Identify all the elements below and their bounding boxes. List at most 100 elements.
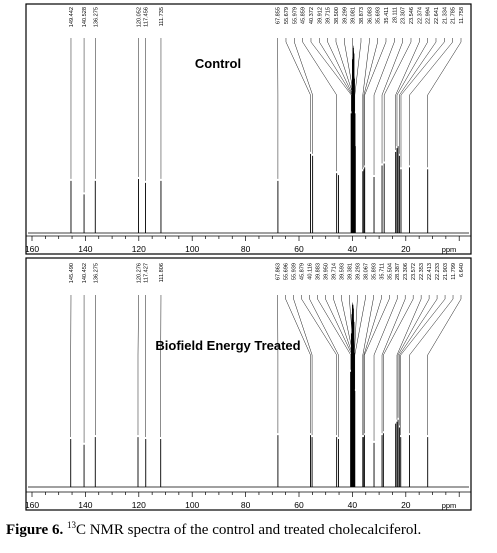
- peak-leader-line: [383, 295, 414, 432]
- peak-leader-line: [354, 38, 362, 112]
- peak-label: 36.083: [367, 7, 373, 24]
- peak-label: 35.711: [379, 263, 385, 280]
- peak-leader-line: [427, 38, 462, 168]
- peak-label: 22.374: [417, 7, 423, 24]
- panel-frame: [25, 3, 472, 255]
- peak-label: 21.334: [442, 7, 448, 24]
- peak-leader-line: [301, 295, 337, 436]
- x-tick-label: 20: [401, 244, 411, 254]
- peak-label: 23.307: [401, 7, 407, 24]
- peak-leader-line: [293, 295, 313, 436]
- peak-label: 22.994: [426, 7, 432, 24]
- peak-leader-line: [395, 38, 420, 150]
- peak-label: 55.939: [292, 263, 298, 280]
- x-tick-label: 100: [185, 500, 199, 510]
- peak-label: 11.758: [459, 7, 465, 24]
- peak-leader-line: [381, 295, 406, 434]
- peak-label: 117.456: [143, 7, 149, 27]
- peak-leader-line: [364, 295, 390, 434]
- isotope-superscript: 13: [66, 520, 76, 530]
- peak-label: 55.679: [284, 7, 290, 24]
- peak-label: 28.111: [392, 7, 398, 23]
- spectrum-panel-2: Biofield Energy Treated 145.490 140.452 136…: [25, 257, 472, 511]
- x-axis-unit: ppm: [442, 245, 457, 254]
- peak-label: 35.893: [371, 263, 377, 280]
- peak-label: 23.572: [411, 263, 417, 280]
- x-tick-label: 80: [241, 500, 251, 510]
- peak-leader-line: [352, 38, 355, 96]
- x-tick-label: 160: [25, 500, 39, 510]
- peak-leader-line: [302, 38, 337, 172]
- peak-label: 145.490: [69, 263, 75, 283]
- peak-leader-line: [310, 38, 352, 112]
- figure-label: Figure 6.: [6, 522, 64, 538]
- x-tick-label: 60: [294, 500, 304, 510]
- panel-title: Control: [195, 56, 241, 71]
- peak-label: 40.116: [308, 263, 314, 280]
- x-tick-label: 160: [25, 244, 39, 254]
- peak-label: 45.879: [300, 263, 306, 280]
- peak-label: 38.873: [359, 7, 365, 24]
- panel-frame: [25, 257, 472, 511]
- peak-leader-line: [397, 295, 430, 418]
- peak-label: 21.785: [451, 7, 457, 24]
- peak-leader-line: [317, 295, 352, 370]
- peak-label: 39.293: [355, 263, 361, 280]
- peak-leader-line: [294, 38, 313, 154]
- peak-leader-line: [285, 38, 311, 152]
- peak-label: 111.735: [159, 7, 165, 26]
- peak-label: 67.855: [276, 7, 282, 24]
- peak-leader-line: [396, 38, 428, 147]
- peak-label: 39.715: [326, 7, 332, 24]
- x-tick-label: 40: [348, 244, 358, 254]
- peak-label: 136.275: [93, 263, 99, 283]
- panel-title: Biofield Energy Treated: [155, 338, 300, 353]
- peak-label: 6.640: [459, 263, 465, 277]
- peak-leader-line: [409, 295, 454, 434]
- peak-leader-line: [349, 295, 354, 356]
- spectrum-panel-1: Control 149.442 140.528 136.275 120.052 117.4…: [25, 3, 472, 255]
- peak-label: 22.413: [427, 263, 433, 280]
- peak-label: 22.353: [419, 263, 425, 280]
- peak-leader-line: [396, 295, 422, 420]
- peak-label: 39.381: [347, 263, 353, 280]
- x-tick-label: 120: [132, 244, 146, 254]
- peak-label: 21.903: [443, 263, 449, 280]
- peak-label: 120.052: [137, 7, 143, 27]
- peak-leader-line: [399, 295, 438, 426]
- peak-label: 140.528: [82, 7, 88, 27]
- peak-label: 11.799: [451, 263, 457, 280]
- peak-label: 45.859: [301, 7, 307, 24]
- peak-label: 39.081: [351, 7, 357, 24]
- x-tick-label: 120: [132, 500, 146, 510]
- peak-label: 39.593: [339, 263, 345, 280]
- x-tick-label: 60: [294, 244, 304, 254]
- peak-leader-line: [319, 38, 353, 96]
- peak-leader-line: [362, 295, 374, 436]
- peak-leader-line: [325, 295, 353, 356]
- peak-label: 22.641: [434, 7, 440, 24]
- peak-leader-line: [333, 295, 353, 356]
- peak-leader-line: [373, 295, 398, 441]
- peak-leader-line: [400, 38, 445, 168]
- x-tick-label: 20: [401, 500, 411, 510]
- peak-label: 35.504: [387, 263, 393, 280]
- peak-label: 23.306: [403, 263, 409, 280]
- x-tick-label: 100: [185, 244, 199, 254]
- figure-caption: Figure 6. 13C NMR spectra of the control…: [6, 520, 494, 539]
- peak-leader-line: [364, 38, 387, 166]
- peak-label: 22.233: [435, 263, 441, 280]
- peak-label: 38.500: [334, 7, 340, 24]
- x-axis-unit: ppm: [442, 501, 457, 510]
- peak-label: 23.546: [409, 7, 415, 24]
- peak-label: 39.299: [342, 7, 348, 24]
- peak-label: 28.387: [395, 263, 401, 280]
- peak-label: 35.693: [376, 7, 382, 24]
- peak-leader-line: [409, 38, 453, 166]
- peak-leader-line: [400, 295, 446, 436]
- peak-leader-line: [363, 295, 382, 436]
- peak-leader-line: [354, 295, 366, 389]
- peak-label: 39.912: [317, 7, 323, 24]
- x-tick-label: 40: [348, 500, 358, 510]
